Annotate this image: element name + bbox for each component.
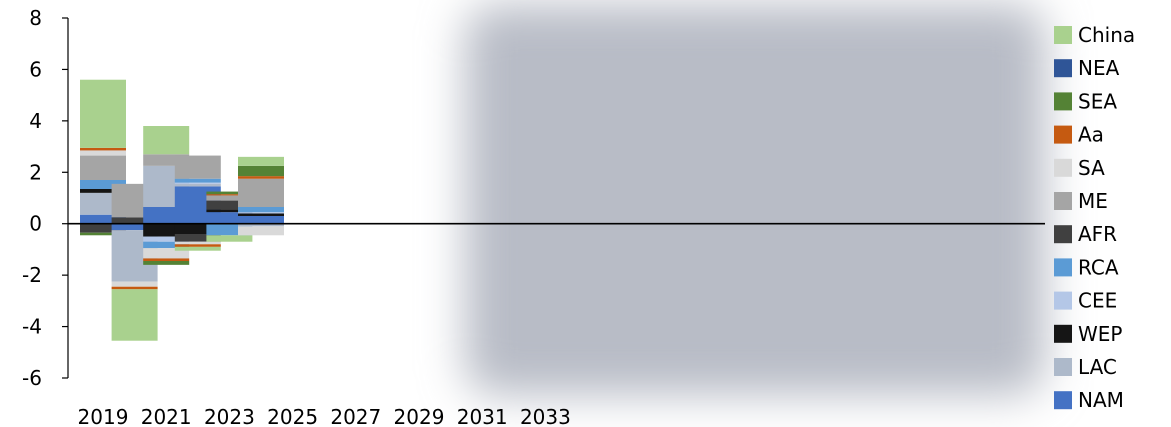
bar-segment-aa-2020 xyxy=(111,286,158,290)
bar-segment-afr-2023 xyxy=(206,200,253,210)
legend-label-aa: Aa xyxy=(1078,123,1104,147)
bar-segment-rca-2022 xyxy=(174,178,221,183)
bar-segment-rca-2019 xyxy=(80,180,126,189)
legend-swatch-china xyxy=(1054,26,1072,44)
bar-segment-china-2022 xyxy=(174,246,221,251)
bar-segment-sa-2022 xyxy=(174,241,221,245)
legend-swatch-sea xyxy=(1054,92,1072,111)
y-tick-label: -6 xyxy=(22,366,42,390)
y-tick-label: 4 xyxy=(29,109,42,133)
legend-swatch-wep xyxy=(1054,324,1072,343)
bar-segment-aa-2019 xyxy=(80,147,126,151)
bar-segment-me-2023 xyxy=(206,195,253,201)
bar-segment-wep-2019 xyxy=(80,189,126,193)
bar-segment-lac-2022 xyxy=(174,183,221,187)
bar-segment-china-2020 xyxy=(111,289,158,341)
y-tick-label: -2 xyxy=(22,263,42,287)
y-tick-label: 6 xyxy=(29,57,42,81)
bar-segment-me-2019 xyxy=(80,155,126,180)
bar-segment-nam-2020 xyxy=(111,223,158,231)
bar-segment-afr-2022 xyxy=(174,234,221,242)
bar-segment-cee-2022 xyxy=(174,182,221,184)
bar-segment-sea-2021 xyxy=(143,261,190,265)
legend-label-me: ME xyxy=(1078,189,1108,213)
x-tick-label: 2027 xyxy=(330,405,381,427)
bar-segment-china-2023 xyxy=(206,235,253,242)
y-tick-label: 0 xyxy=(29,212,42,236)
bar-segment-wep-2022 xyxy=(174,223,221,234)
axes: 8 6 4 2 0 -2 -4 -6 2019 2021 2023 2025 2027 2029 2031 2… xyxy=(22,6,1045,427)
blurred-overlay xyxy=(465,5,1045,395)
legend-swatch-nea xyxy=(1054,59,1072,78)
x-tick-label: 2029 xyxy=(394,405,445,427)
legend-label-lac: LAC xyxy=(1078,355,1117,379)
bar-segment-sa-2024 xyxy=(238,226,284,236)
legend-swatch-cee xyxy=(1054,291,1072,310)
bar-segment-me-2022 xyxy=(174,155,221,179)
bar-segment-rca-2023 xyxy=(206,223,253,236)
bar-segment-me-2024 xyxy=(238,178,284,207)
legend-swatch-lac xyxy=(1054,358,1072,376)
bar-segment-wep-2023 xyxy=(206,209,253,213)
bar-segment-sa-2019 xyxy=(80,150,126,156)
x-tick-label: 2033 xyxy=(520,405,571,427)
y-tick-label: 2 xyxy=(29,160,42,184)
bar-segment-sea-2019 xyxy=(80,232,126,236)
bar-segment-aa-2023 xyxy=(206,194,253,196)
legend-label-afr: AFR xyxy=(1078,222,1117,246)
bar-segment-lac-2024 xyxy=(238,223,284,227)
x-tick-label: 2021 xyxy=(141,405,192,427)
bar-segment-aa-2024 xyxy=(238,176,284,179)
bar-segment-aa-2022 xyxy=(174,244,221,247)
bar-segment-china-2024 xyxy=(238,156,284,166)
bar-segment-nam-2023 xyxy=(206,212,253,224)
legend-label-wep: WEP xyxy=(1078,322,1122,346)
legend-label-sa: SA xyxy=(1078,156,1105,180)
legend: China NEA SEA Aa SA ME AFR RCA CEE WEP LAC NAM xyxy=(1054,23,1135,412)
legend-label-sea: SEA xyxy=(1078,89,1117,113)
legend-label-nea: NEA xyxy=(1078,56,1120,80)
legend-swatch-rca xyxy=(1054,258,1072,277)
bar-segment-sa-2021 xyxy=(143,248,190,259)
legend-swatch-sa xyxy=(1054,158,1072,177)
bar-segment-china-2019 xyxy=(80,79,126,148)
legend-swatch-me xyxy=(1054,192,1072,210)
bar-segment-cee-2024 xyxy=(238,212,284,214)
bar-segment-rca-2024 xyxy=(238,207,284,213)
bar-segment-sa-2020 xyxy=(111,281,158,287)
bar-group xyxy=(80,79,284,341)
legend-swatch-aa xyxy=(1054,125,1072,144)
x-tick-label: 2025 xyxy=(267,405,318,427)
bar-segment-nam-2024 xyxy=(238,216,284,224)
x-tick-label: 2031 xyxy=(457,405,508,427)
y-tick-label: 8 xyxy=(29,6,42,30)
legend-label-rca: RCA xyxy=(1078,255,1119,279)
bar-segment-me-2021 xyxy=(143,154,190,166)
bar-segment-nam-2019 xyxy=(80,214,126,224)
bar-segment-sea-2024 xyxy=(238,165,284,177)
bar-segment-wep-2024 xyxy=(238,213,284,216)
x-tick-label: 2023 xyxy=(204,405,255,427)
bar-segment-afr-2019 xyxy=(80,223,126,233)
bar-segment-sea-2023 xyxy=(206,191,253,195)
bar-segment-afr-2020 xyxy=(111,217,158,224)
bar-segment-aa-2021 xyxy=(143,258,190,261)
legend-label-china: China xyxy=(1078,23,1135,47)
legend-label-nam: NAM xyxy=(1078,388,1124,412)
legend-swatch-afr xyxy=(1054,225,1072,244)
bar-segment-china-2021 xyxy=(143,126,190,155)
bar-segment-rca-2021 xyxy=(143,241,190,249)
legend-label-cee: CEE xyxy=(1078,289,1117,313)
bar-segment-cee-2021 xyxy=(143,236,190,242)
legend-swatch-nam xyxy=(1054,391,1072,410)
y-tick-label: -4 xyxy=(22,315,42,339)
x-tick-label: 2019 xyxy=(78,405,129,427)
